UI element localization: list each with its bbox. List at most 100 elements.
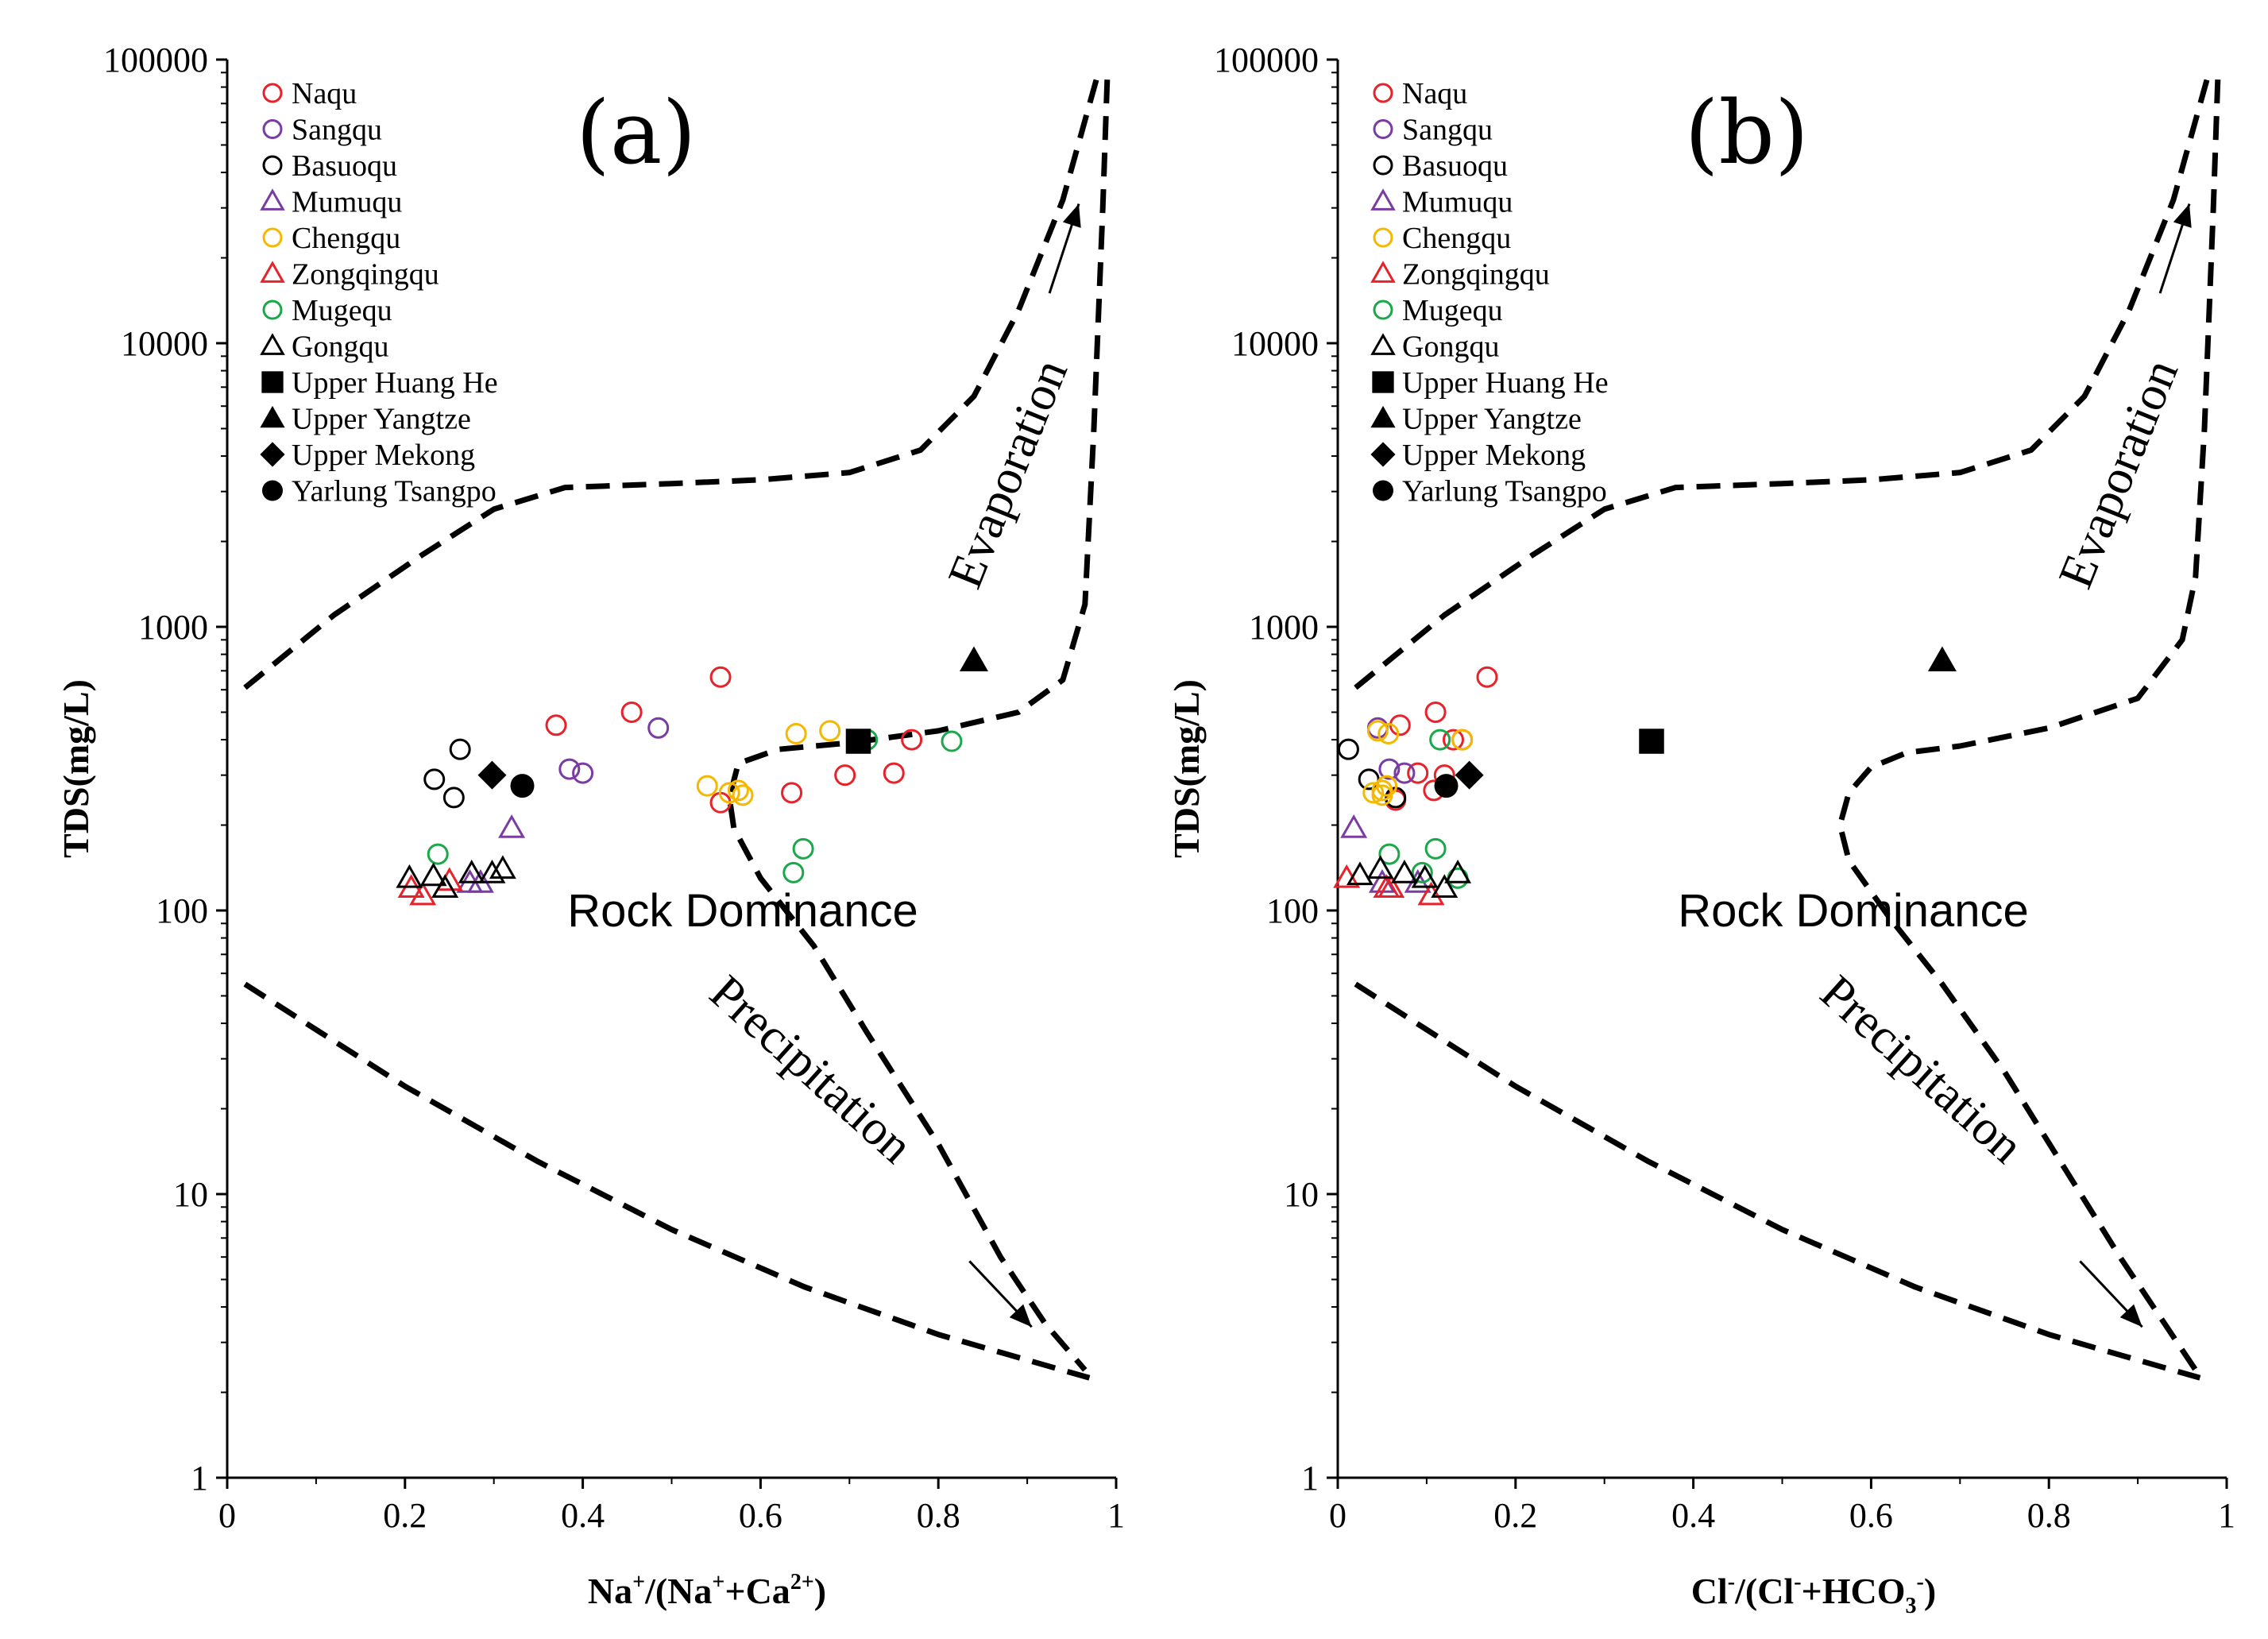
x-tick-label: 0.2 [1493,1496,1537,1535]
x-tick-label: 1 [1107,1496,1125,1535]
precipitation-label: Precipitation [1810,965,2034,1174]
data-point [1424,701,1447,723]
legend-marker [1370,333,1396,355]
data-point [1337,738,1359,760]
legend-marker [1373,480,1393,501]
data-point [785,723,807,744]
data-point [1393,762,1416,784]
data-point [1366,855,1394,879]
legend-entry-label: Naqu [292,77,357,110]
evaporation-arrow-head [1062,203,1081,228]
legend-entry-label: Basuoqu [292,149,397,183]
x-axis-label-part: + [712,1570,724,1595]
lower-boundary-curve [1354,981,2201,1381]
legend-marker [1370,261,1396,283]
data-point [819,720,841,742]
y-tick-label: 10000 [1231,324,1319,363]
data-point [572,762,594,784]
data-point [498,814,526,838]
rock-dominance-label: Rock Dominance [567,885,918,937]
data-point [727,779,749,802]
y-tick-label: 100 [156,891,208,930]
legend-marker [260,261,285,283]
data-point [647,717,670,739]
data-point [1378,758,1401,780]
panel-b: 1 10 100 1000 10000 100000 0 0.2 0.4 0.6 0.8 1 TDS(m… [1166,41,2235,1618]
data-point [883,762,905,784]
data-point [1455,760,1484,790]
legend-marker [260,333,285,355]
evaporation-arrow-head [2173,203,2192,228]
y-tick-label: 1000 [1249,608,1319,647]
panel-label: (b) [1685,82,1809,184]
x-tick-label: 0.8 [917,1496,960,1535]
x-tick-label: 1 [2218,1496,2235,1535]
y-tick-label: 100 [1266,891,1319,930]
legend-entry-label: Mumuqu [1402,186,1513,219]
legend-marker [262,119,283,139]
lower-boundary-curve [243,981,1091,1381]
x-tick-label: 0.4 [561,1496,605,1535]
legend-entry-label: Yarlung Tsangpo [1402,475,1607,508]
data-point [478,860,506,883]
legend-entry-label: Gongqu [292,331,388,364]
legend-marker [262,300,283,320]
evaporation-label: Evaporation [938,352,1079,595]
legend-marker [1372,371,1394,393]
x-axis-label-part: /(Na [644,1571,712,1611]
legend-entry-label: Upper Yangtze [292,403,471,436]
data-point [1444,860,1472,883]
legend-entry-label: Basuoqu [1402,149,1508,183]
legend-entry-label: Mumuqu [292,186,402,219]
precipitation-arrow-head [2119,1304,2142,1328]
data-point [1434,774,1459,798]
y-tick-label: 10 [173,1175,208,1214]
legend: Naqu SangquBasuoquMumuquChengquZongqingqu… [1370,77,1609,508]
x-axis-label: Cl-/(Cl-+HCO3-) [1691,1570,1936,1618]
legend-marker [262,227,283,248]
data-point [1424,837,1447,860]
data-point [845,729,871,754]
data-point [941,730,963,752]
legend: Naqu SangquBasuoquMumuquChengquZongqingqu… [260,77,498,508]
legend-entry-label: Upper Mekong [1402,439,1586,472]
data-point [1362,782,1385,804]
legend-marker [262,480,283,501]
x-axis-label-part: + [632,1570,645,1595]
y-tick-label: 1 [1301,1459,1319,1498]
legend-marker [1373,155,1393,176]
x-tick-label: 0.6 [1849,1496,1893,1535]
data-point [1377,723,1400,744]
y-tick-label: 100000 [1214,41,1319,79]
x-axis-label-part: 3 [1906,1594,1917,1618]
legend-marker [261,371,284,393]
legend-entry-label: Yarlung Tsangpo [292,475,496,508]
x-axis-label-part: - [1728,1570,1735,1595]
x-axis-label-part: /(Cl [1734,1571,1794,1611]
data-point [1358,768,1380,791]
data-point [1378,843,1401,865]
x-axis-label-part: - [1794,1570,1801,1595]
legend-entry-label: Chengqu [292,222,400,255]
y-tick-label: 1000 [138,608,208,647]
legend-entry-label: Naqu [1402,77,1467,110]
precipitation-arrow-head [1009,1304,1032,1328]
data-point [1927,646,1957,672]
legend-entry-label: Mugequ [292,294,392,327]
data-point [834,764,856,787]
panel-label: (a) [576,82,696,184]
data-point [396,864,423,888]
x-tick-label: 0 [218,1496,236,1535]
data-point [732,784,754,806]
y-tick-label: 100000 [103,41,208,79]
data-point [558,758,581,780]
legend-entry-label: Upper Huang He [1402,366,1609,400]
upper-boundary-curve [243,72,1101,690]
data-point [1411,864,1439,888]
legend-entry-label: Gongqu [1402,331,1499,364]
x-axis-label-part: Na [588,1571,632,1611]
data-point [1377,874,1405,899]
inner-boundary-curve [726,79,1111,1372]
data-point [1417,881,1445,906]
